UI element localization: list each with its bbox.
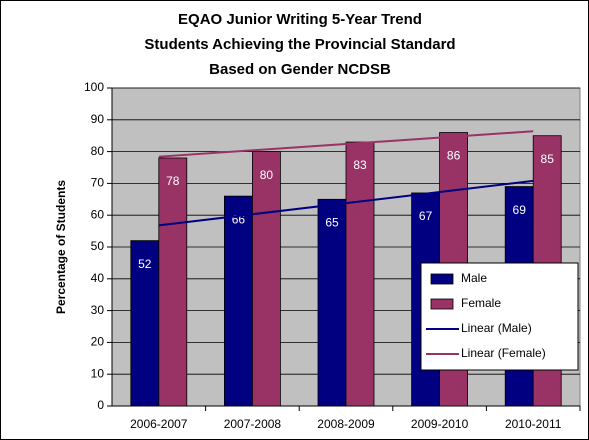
y-tick-label: 70 (91, 176, 105, 190)
bar (223, 195, 253, 407)
y-tick-label: 0 (97, 398, 104, 412)
x-tick-label: 2009-2010 (411, 417, 469, 431)
legend-swatch (430, 273, 454, 285)
data-label: 78 (166, 174, 180, 188)
chart-title: Based on Gender NCDSB (209, 61, 391, 78)
trendline (158, 130, 534, 158)
data-label: 52 (138, 257, 152, 271)
data-label: 85 (541, 152, 555, 166)
y-tick-label: 40 (91, 271, 105, 285)
trendline (158, 179, 534, 227)
data-label: 69 (513, 203, 527, 217)
x-tick-label: 2010-2011 (505, 417, 562, 431)
legend-label: Linear (Female) (461, 346, 546, 360)
data-label: 67 (419, 209, 433, 223)
y-tick-label: 80 (91, 144, 105, 158)
y-tick-label: 100 (84, 80, 104, 94)
y-axis-label: Percentage of Students (54, 180, 68, 314)
data-label: 80 (260, 168, 274, 182)
y-tick-label: 60 (91, 207, 105, 221)
legend-label: Female (461, 296, 501, 310)
bar (130, 240, 160, 407)
chart-title: Students Achieving the Provincial Standa… (144, 36, 455, 53)
legend-swatch (430, 298, 454, 310)
y-tick-label: 90 (91, 112, 105, 126)
x-tick-label: 2008-2009 (317, 417, 375, 431)
x-tick-label: 2006-2007 (130, 417, 188, 431)
bar (158, 157, 188, 407)
bar (251, 151, 281, 407)
data-label: 65 (325, 215, 339, 229)
chart-title: EQAO Junior Writing 5-Year Trend (178, 11, 422, 28)
data-label: 83 (353, 158, 367, 172)
bar (317, 198, 347, 407)
y-tick-label: 10 (91, 366, 105, 380)
bar (345, 141, 375, 407)
legend-label: Linear (Male) (461, 321, 532, 335)
y-tick-label: 50 (91, 239, 105, 253)
data-label: 86 (447, 149, 461, 163)
x-tick-label: 2007-2008 (224, 417, 282, 431)
legend-label: Male (461, 271, 487, 285)
y-tick-label: 30 (91, 303, 105, 317)
y-tick-label: 20 (91, 335, 105, 349)
